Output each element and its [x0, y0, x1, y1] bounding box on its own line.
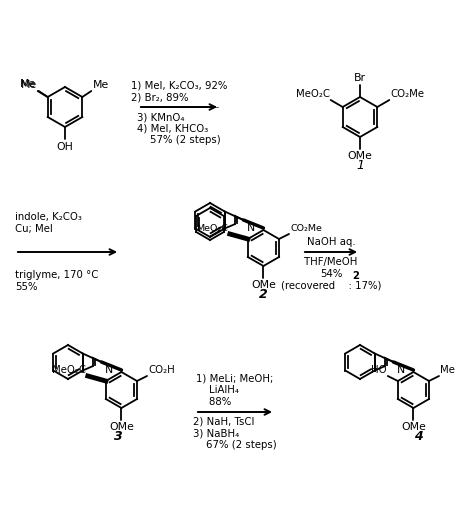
Text: THF/MeOH
54%
(recovered   : 17%): THF/MeOH 54% (recovered : 17%): [281, 257, 381, 290]
Text: 1) MeLi; MeOH;
    LiAlH₄
    88%: 1) MeLi; MeOH; LiAlH₄ 88%: [196, 374, 273, 407]
Text: OH: OH: [56, 142, 73, 152]
Text: Br: Br: [354, 73, 366, 83]
Text: CO₂Me: CO₂Me: [290, 224, 322, 233]
Text: MeO₂C: MeO₂C: [296, 89, 330, 99]
Text: Me: Me: [440, 365, 455, 375]
Text: OMe: OMe: [347, 151, 373, 161]
Text: OMe: OMe: [251, 280, 276, 290]
Text: HO: HO: [371, 365, 387, 375]
Text: N: N: [246, 223, 255, 233]
Text: NaOH aq.: NaOH aq.: [307, 237, 356, 247]
Text: Me: Me: [19, 79, 36, 89]
Text: 2) NaH, TsCl
3) NaBH₄
    67% (2 steps): 2) NaH, TsCl 3) NaBH₄ 67% (2 steps): [193, 417, 277, 450]
Text: triglyme, 170 °C
55%: triglyme, 170 °C 55%: [15, 270, 99, 292]
Text: 3: 3: [114, 430, 123, 443]
Text: 2: 2: [353, 271, 359, 281]
Text: 4: 4: [414, 430, 423, 443]
Text: 1: 1: [356, 159, 364, 172]
Text: 3) KMnO₄
4) MeI, KHCO₃
    57% (2 steps): 3) KMnO₄ 4) MeI, KHCO₃ 57% (2 steps): [137, 112, 221, 145]
Text: Me: Me: [93, 80, 109, 90]
Text: OMe: OMe: [109, 422, 134, 432]
Text: OMe: OMe: [401, 422, 426, 432]
Text: N: N: [104, 365, 113, 375]
Text: Me: Me: [20, 80, 36, 90]
Text: indole, K₂CO₃
Cu; MeI: indole, K₂CO₃ Cu; MeI: [15, 212, 82, 234]
Text: 1) MeI, K₂CO₃, 92%
2) Br₂, 89%: 1) MeI, K₂CO₃, 92% 2) Br₂, 89%: [131, 81, 227, 102]
Text: N: N: [396, 365, 405, 375]
Text: 2: 2: [259, 288, 268, 301]
Text: CO₂H: CO₂H: [148, 365, 175, 375]
Text: CO₂Me: CO₂Me: [390, 89, 424, 99]
Text: MeO₂C: MeO₂C: [52, 365, 86, 375]
Text: MeO₂C: MeO₂C: [196, 224, 228, 233]
